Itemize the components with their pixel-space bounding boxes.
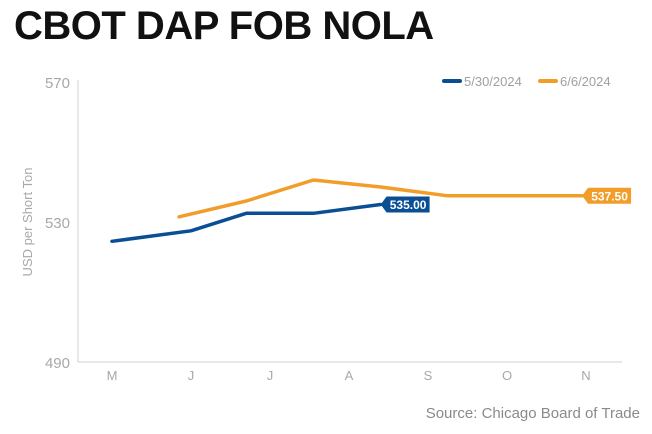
end-label-1: 537.50 (591, 189, 628, 203)
x-tick-label-5: O (502, 368, 512, 383)
legend: 5/30/2024 6/6/2024 (442, 74, 611, 89)
x-tick-label-1: J (188, 368, 195, 383)
legend-label-1: 6/6/2024 (560, 74, 611, 89)
chart-title: CBOT DAP FOB NOLA (14, 4, 434, 48)
legend-label-0: 5/30/2024 (464, 74, 522, 89)
x-tick-label-0: M (107, 368, 118, 383)
y-tick-label-0: 490 (45, 355, 70, 372)
series-line-0 (110, 202, 383, 244)
end-label-bg-0 (380, 196, 430, 213)
x-tick-label-3: A (345, 368, 354, 383)
x-tick-label-4: S (424, 368, 433, 383)
x-tick-label-2: J (267, 368, 274, 383)
end-label-bg-1 (582, 187, 632, 204)
y-axis-label: USD per Short Ton (20, 168, 35, 277)
end-label-0: 535.00 (390, 198, 427, 212)
series-line-1 (177, 178, 584, 219)
y-tick-label-1: 530 (45, 215, 70, 232)
y-tick-label-2: 570 (45, 75, 70, 92)
y-tick-labels: 490 530 570 (45, 75, 70, 372)
source-note: Source: Chicago Board of Trade (425, 405, 640, 422)
series-group: 535.00 537.50 (110, 178, 632, 244)
x-tick-label-6: N (581, 368, 590, 383)
